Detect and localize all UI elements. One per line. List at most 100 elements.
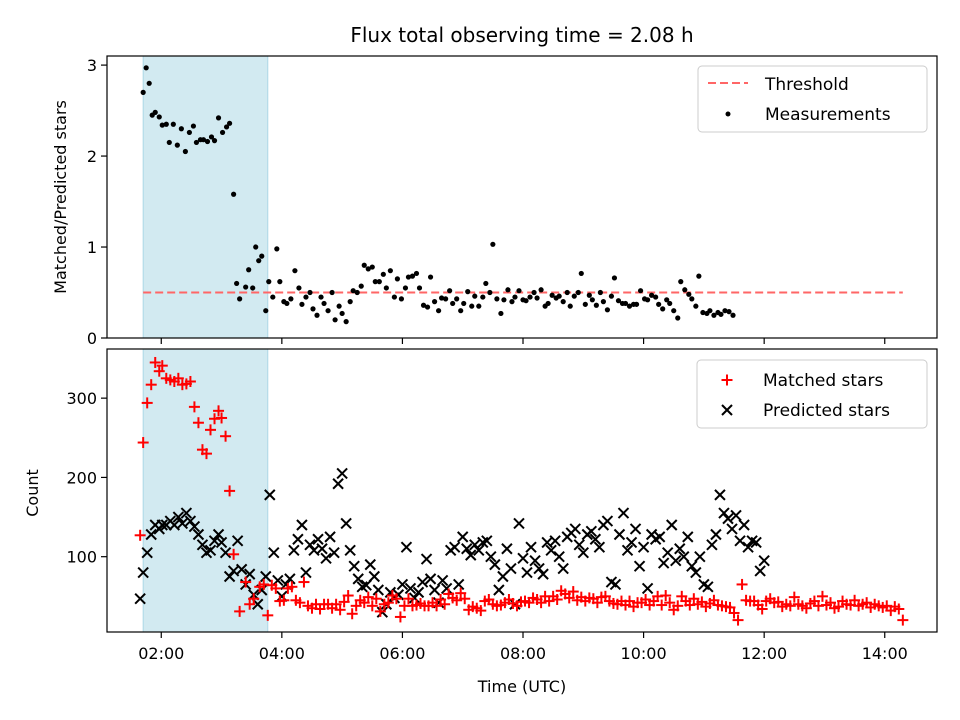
bottom-axes-frame bbox=[106, 348, 938, 633]
measurement-point bbox=[152, 109, 158, 115]
measurement-point bbox=[656, 301, 662, 307]
predicted-star-point bbox=[678, 550, 690, 563]
matched-star-point bbox=[824, 597, 836, 609]
measurement-point bbox=[469, 303, 475, 309]
predicted-star-point bbox=[296, 519, 308, 531]
measurement-point bbox=[318, 294, 324, 300]
measurement-point bbox=[498, 310, 504, 317]
predicted-star-point bbox=[666, 519, 678, 531]
matched-star-point bbox=[732, 614, 744, 626]
measurement-point bbox=[527, 294, 533, 300]
matched-star-point bbox=[390, 593, 402, 605]
matched-star-point bbox=[298, 576, 310, 588]
top-axes-frame bbox=[106, 55, 938, 339]
measurement-point bbox=[649, 292, 655, 298]
measurement-point bbox=[325, 308, 331, 314]
top-legend-box bbox=[697, 65, 928, 133]
predicted-star-point bbox=[324, 531, 336, 543]
y-tick-label: 3 bbox=[87, 56, 97, 75]
measurement-point bbox=[332, 317, 338, 323]
measurement-point bbox=[472, 293, 478, 299]
matched-star-point bbox=[788, 591, 800, 603]
predicted-star-point bbox=[137, 566, 149, 579]
matched-star-point bbox=[156, 360, 168, 372]
measurement-point bbox=[615, 298, 622, 304]
predicted-star-point bbox=[336, 467, 348, 480]
measurement-point bbox=[259, 253, 265, 259]
matched-star-point bbox=[724, 601, 736, 613]
measurement-point bbox=[465, 289, 471, 295]
predicted-star-point bbox=[686, 560, 698, 572]
predicted-star-point bbox=[585, 525, 598, 538]
measurement-point bbox=[645, 297, 651, 303]
matched-star-point bbox=[736, 578, 748, 590]
matched-stars-legend-marker bbox=[721, 374, 733, 386]
measurement-point bbox=[266, 279, 272, 285]
matched-star-point bbox=[640, 593, 652, 605]
predicted-star-point bbox=[448, 541, 461, 553]
measurement-point bbox=[182, 148, 188, 155]
matched-star-point bbox=[270, 582, 282, 594]
measurement-point bbox=[682, 287, 688, 293]
matched-star-point bbox=[216, 412, 228, 424]
predicted-star-point bbox=[436, 574, 449, 587]
predicted-star-point bbox=[184, 515, 197, 527]
predicted-star-point bbox=[372, 584, 385, 596]
predicted-star-point bbox=[557, 562, 569, 575]
predicted-star-point bbox=[320, 552, 332, 564]
measurement-point bbox=[361, 262, 367, 268]
measurement-point bbox=[718, 311, 724, 317]
predicted-star-point bbox=[537, 568, 549, 580]
measurement-point bbox=[534, 295, 540, 301]
predicted-star-point bbox=[670, 554, 682, 567]
measurement-point bbox=[556, 293, 562, 299]
measurement-point bbox=[369, 264, 375, 270]
matched-star-point bbox=[200, 448, 212, 460]
predicted-star-point bbox=[196, 539, 209, 551]
predicted-star-point bbox=[215, 536, 228, 549]
matched-star-point bbox=[535, 597, 547, 609]
predicted-star-point bbox=[529, 554, 541, 567]
matched-star-point bbox=[213, 405, 225, 417]
matched-star-point bbox=[137, 437, 149, 449]
measurement-point bbox=[653, 294, 659, 300]
measurement-point bbox=[722, 308, 728, 314]
predicted-star-point bbox=[633, 560, 646, 572]
measurement-point bbox=[296, 285, 302, 291]
measurement-point bbox=[571, 293, 577, 299]
predicted-star-point bbox=[674, 543, 686, 555]
measurement-point bbox=[416, 285, 423, 291]
matched-star-point bbox=[451, 594, 463, 606]
measurement-point bbox=[660, 306, 666, 312]
predicted-star-point bbox=[172, 511, 185, 523]
bottom-axes: 100 200 300 02:00 04:00 06:00 08:00 10:00 12:00… bbox=[23, 348, 938, 696]
matched-stars-legend-label: Matched stars bbox=[763, 371, 883, 391]
measurement-point bbox=[358, 283, 364, 289]
measurement-point bbox=[501, 297, 507, 303]
predicted-star-point bbox=[690, 566, 702, 579]
measurement-point bbox=[686, 291, 692, 297]
predicted-star-point bbox=[304, 539, 316, 551]
matched-star-point bbox=[624, 595, 636, 607]
predicted-star-point bbox=[730, 509, 742, 522]
predicted-star-point bbox=[420, 553, 433, 565]
predicted-star-point bbox=[525, 541, 537, 553]
predicted-star-point bbox=[625, 536, 638, 549]
measurements-series bbox=[140, 65, 736, 325]
predicted-star-point bbox=[352, 573, 364, 585]
measurement-point bbox=[413, 270, 420, 277]
predicted-star-point bbox=[404, 582, 417, 595]
measurements-legend-label: Measurements bbox=[765, 105, 891, 125]
predicted-star-point bbox=[577, 547, 590, 559]
matched-star-point bbox=[240, 576, 252, 588]
matched-star-point bbox=[134, 529, 146, 541]
predicted-star-point bbox=[706, 539, 718, 551]
matched-star-point bbox=[897, 614, 909, 626]
matched-star-point bbox=[672, 600, 684, 612]
predicted-star-point bbox=[750, 536, 762, 549]
measurement-point bbox=[307, 289, 313, 296]
measurement-point bbox=[303, 294, 309, 300]
matched-star-point bbox=[475, 605, 487, 617]
predicted-star-point bbox=[710, 528, 722, 541]
measurement-point bbox=[256, 258, 262, 264]
